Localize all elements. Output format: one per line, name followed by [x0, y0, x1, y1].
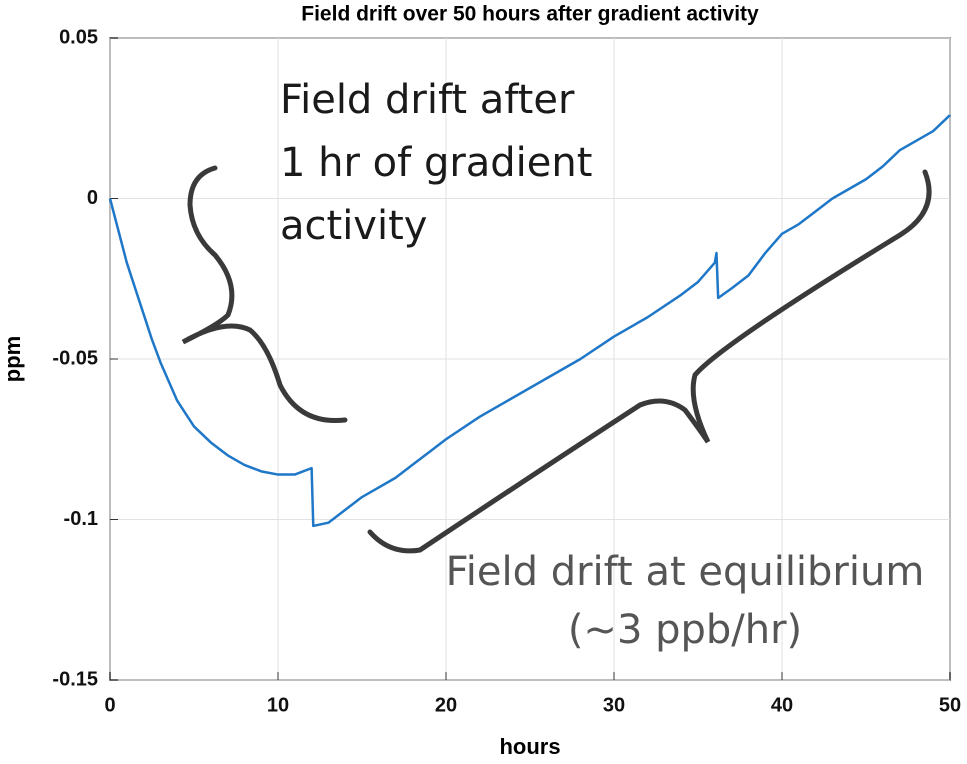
annotation: Field drift after	[280, 77, 575, 123]
x-tick-label: 10	[267, 694, 289, 716]
brace-left	[181, 165, 348, 424]
braces	[181, 165, 932, 554]
y-tick-label: 0	[87, 187, 98, 209]
annotation: activity	[280, 203, 427, 249]
y-tick-label: 0.05	[59, 26, 98, 48]
y-tick-label: -0.1	[64, 508, 98, 530]
x-tick-label: 0	[104, 694, 115, 716]
y-axis-label: ppm	[0, 336, 25, 382]
data-line	[108, 114, 951, 528]
annotation: Field drift at equilibrium	[446, 549, 925, 595]
x-axis-label: hours	[499, 734, 560, 759]
x-tick-label: 20	[435, 694, 457, 716]
annotation: 1 hr of gradient	[280, 140, 592, 186]
y-tick-label: -0.15	[52, 668, 98, 690]
chart-title: Field drift over 50 hours after gradient…	[301, 3, 759, 26]
annotation: (~3 ppb/hr)	[568, 607, 802, 653]
x-tick-label: 50	[939, 694, 961, 716]
x-tick-label: 30	[603, 694, 625, 716]
brace-right	[367, 169, 932, 554]
x-tick-label: 40	[771, 694, 793, 716]
y-tick-label: -0.05	[52, 347, 98, 369]
